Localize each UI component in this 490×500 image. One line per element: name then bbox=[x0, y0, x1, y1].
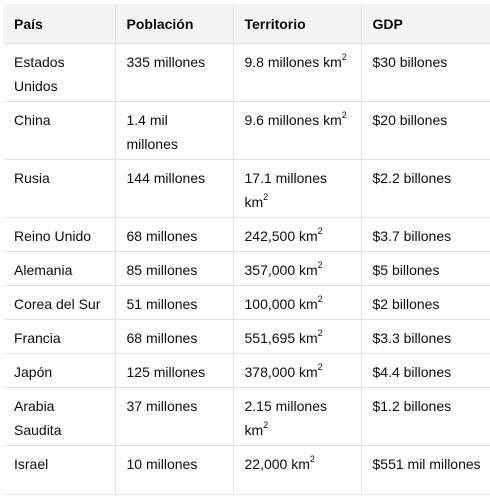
cell-gdp: $2 billones bbox=[360, 285, 490, 320]
cell-territory: 22,000 km2 bbox=[232, 445, 362, 494]
table-row: Arabia Saudita 37 millones 2.15 millones… bbox=[3, 387, 490, 446]
table-row: Japón 125 millones 378,000 km2 $4.4 bill… bbox=[3, 353, 490, 388]
cell-population: 10 millones bbox=[114, 445, 234, 494]
table-row: Israel 10 millones 22,000 km2 $551 mil m… bbox=[3, 445, 490, 494]
table-body: Estados Unidos 335 millones 9.8 millones… bbox=[3, 43, 490, 494]
cell-gdp: $1.2 billones bbox=[360, 387, 490, 446]
cell-country: Francia bbox=[3, 319, 116, 354]
cell-country: Estados Unidos bbox=[3, 43, 116, 102]
cell-gdp: $551 mil millones bbox=[360, 445, 490, 494]
cell-gdp: $5 billones bbox=[360, 251, 490, 286]
cell-territory: 357,000 km2 bbox=[232, 251, 362, 286]
cell-territory: 9.8 millones km2 bbox=[232, 43, 362, 102]
cell-country: China bbox=[3, 101, 116, 160]
cell-population: 37 millones bbox=[114, 387, 234, 446]
cell-country: Rusia bbox=[3, 159, 116, 218]
cell-population: 335 millones bbox=[114, 43, 234, 102]
cell-territory: 378,000 km2 bbox=[232, 353, 362, 388]
cell-gdp: $20 billones bbox=[360, 101, 490, 160]
table-row: Reino Unido 68 millones 242,500 km2 $3.7… bbox=[3, 217, 490, 252]
cell-country: Corea del Sur bbox=[3, 285, 116, 320]
table-row: Corea del Sur 51 millones 100,000 km2 $2… bbox=[3, 285, 490, 320]
cell-territory: 17.1 millones km2 bbox=[232, 159, 362, 218]
cell-gdp: $3.7 billones bbox=[360, 217, 490, 252]
cell-gdp: $30 billones bbox=[360, 43, 490, 102]
table-row: China 1.4 mil millones 9.6 millones km2 … bbox=[3, 101, 490, 160]
cell-population: 68 millones bbox=[114, 319, 234, 354]
cell-territory: 242,500 km2 bbox=[232, 217, 362, 252]
cell-country: Alemania bbox=[3, 251, 116, 286]
cell-gdp: $4.4 billones bbox=[360, 353, 490, 388]
header-gdp: GDP bbox=[360, 4, 490, 44]
cell-territory: 9.6 millones km2 bbox=[232, 101, 362, 160]
cell-population: 68 millones bbox=[114, 217, 234, 252]
header-territorio: Territorio bbox=[232, 4, 362, 44]
cell-gdp: $2.2 billones bbox=[360, 159, 490, 218]
cell-population: 85 millones bbox=[114, 251, 234, 286]
table-container: País Población Territorio GDP Estados Un… bbox=[3, 4, 490, 495]
header-pais: País bbox=[3, 4, 116, 44]
table-header: País Población Territorio GDP bbox=[3, 4, 490, 44]
header-row: País Población Territorio GDP bbox=[3, 4, 490, 44]
cell-territory: 551,695 km2 bbox=[232, 319, 362, 354]
cell-population: 51 millones bbox=[114, 285, 234, 320]
table-row: Rusia 144 millones 17.1 millones km2 $2.… bbox=[3, 159, 490, 218]
cell-country: Israel bbox=[3, 445, 116, 494]
cell-population: 125 millones bbox=[114, 353, 234, 388]
cell-territory: 100,000 km2 bbox=[232, 285, 362, 320]
cell-territory: 2.15 millones km2 bbox=[232, 387, 362, 446]
cell-country: Reino Unido bbox=[3, 217, 116, 252]
table-row: Francia 68 millones 551,695 km2 $3.3 bil… bbox=[3, 319, 490, 354]
cell-population: 144 millones bbox=[114, 159, 234, 218]
cell-gdp: $3.3 billones bbox=[360, 319, 490, 354]
table-row: Estados Unidos 335 millones 9.8 millones… bbox=[3, 43, 490, 102]
countries-table: País Población Territorio GDP Estados Un… bbox=[3, 4, 490, 494]
cell-population: 1.4 mil millones bbox=[114, 101, 234, 160]
cell-country: Japón bbox=[3, 353, 116, 388]
header-poblacion: Población bbox=[114, 4, 234, 44]
cell-country: Arabia Saudita bbox=[3, 387, 116, 446]
table-row: Alemania 85 millones 357,000 km2 $5 bill… bbox=[3, 251, 490, 286]
